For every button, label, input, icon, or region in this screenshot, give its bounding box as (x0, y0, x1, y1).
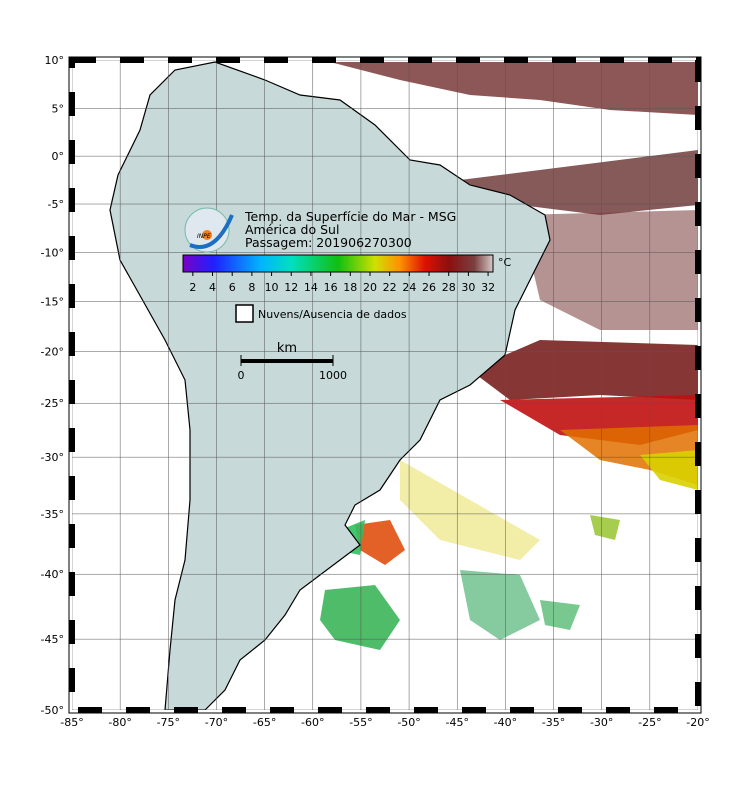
scale-bar (241, 359, 333, 363)
lon-tick-label: -45° (445, 716, 468, 729)
colorbar-tick-label: 26 (422, 281, 436, 294)
lat-tick-label: -45° (41, 633, 64, 646)
lat-tick-label: -30° (41, 451, 64, 464)
lon-tick-label: -55° (349, 716, 372, 729)
legend-text: Nuvens/Ausencia de dados (258, 308, 407, 321)
colorbar-unit: °C (498, 256, 512, 269)
colorbar-tick-label: 22 (383, 281, 397, 294)
lat-tick-label: 5° (52, 102, 65, 115)
lon-tick-label: -40° (494, 716, 517, 729)
title-line: Temp. da Superfície do Mar - MSG (244, 209, 456, 224)
sst-data (320, 62, 698, 650)
lat-tick-label: -10° (41, 246, 64, 259)
lon-tick-label: -80° (108, 716, 131, 729)
logo: INPE (184, 207, 234, 253)
colorbar-tick-label: 28 (442, 281, 456, 294)
lon-tick-label: -75° (157, 716, 180, 729)
colorbar-tick-label: 4 (209, 281, 216, 294)
colorbar-tick-label: 2 (189, 281, 196, 294)
lon-tick-label: -20° (686, 716, 709, 729)
scale-unit: km (277, 341, 297, 356)
colorbar-tick-label: 10 (265, 281, 279, 294)
title-line: Passagem: 201906270300 (245, 235, 412, 250)
colorbar-tick-label: 16 (324, 281, 338, 294)
scale-label: 1000 (319, 369, 347, 382)
colorbar-tick-label: 30 (461, 281, 475, 294)
lon-tick-label: -85° (60, 716, 83, 729)
lon-tick-label: -60° (301, 716, 324, 729)
lat-tick-label: -35° (41, 508, 64, 521)
colorbar-tick-label: 24 (402, 281, 416, 294)
scale-label: 0 (238, 369, 245, 382)
lat-tick-label: -40° (41, 568, 64, 581)
lat-tick-label: -5° (48, 198, 64, 211)
colorbar (182, 254, 494, 273)
lon-tick-label: -25° (638, 716, 661, 729)
lat-tick-label: 10° (45, 54, 65, 67)
frame-outline (68, 56, 702, 714)
lon-tick-label: -65° (253, 716, 276, 729)
lon-tick-label: -30° (590, 716, 613, 729)
colorbar-tick-label: 6 (229, 281, 236, 294)
title-line: América do Sul (245, 222, 339, 237)
lon-tick-label: -70° (205, 716, 228, 729)
colorbar-tick-label: 14 (304, 281, 318, 294)
lat-tick-label: 0° (52, 150, 65, 163)
colorbar-tick-label: 20 (363, 281, 377, 294)
colorbar-tick-label: 18 (343, 281, 357, 294)
frame-border (69, 57, 701, 713)
colorbar-tick-label: 12 (284, 281, 298, 294)
lat-tick-label: -50° (41, 704, 64, 717)
lat-tick-label: -25° (41, 397, 64, 410)
lon-tick-label: -50° (397, 716, 420, 729)
legend-swatch (235, 304, 254, 323)
logo-text: INPE (197, 233, 211, 240)
lat-tick-label: -20° (41, 345, 64, 358)
colorbar-tick-label: 32 (481, 281, 495, 294)
lat-tick-label: -15° (41, 295, 64, 308)
colorbar-tick-label: 8 (248, 281, 255, 294)
lon-tick-label: -35° (542, 716, 565, 729)
